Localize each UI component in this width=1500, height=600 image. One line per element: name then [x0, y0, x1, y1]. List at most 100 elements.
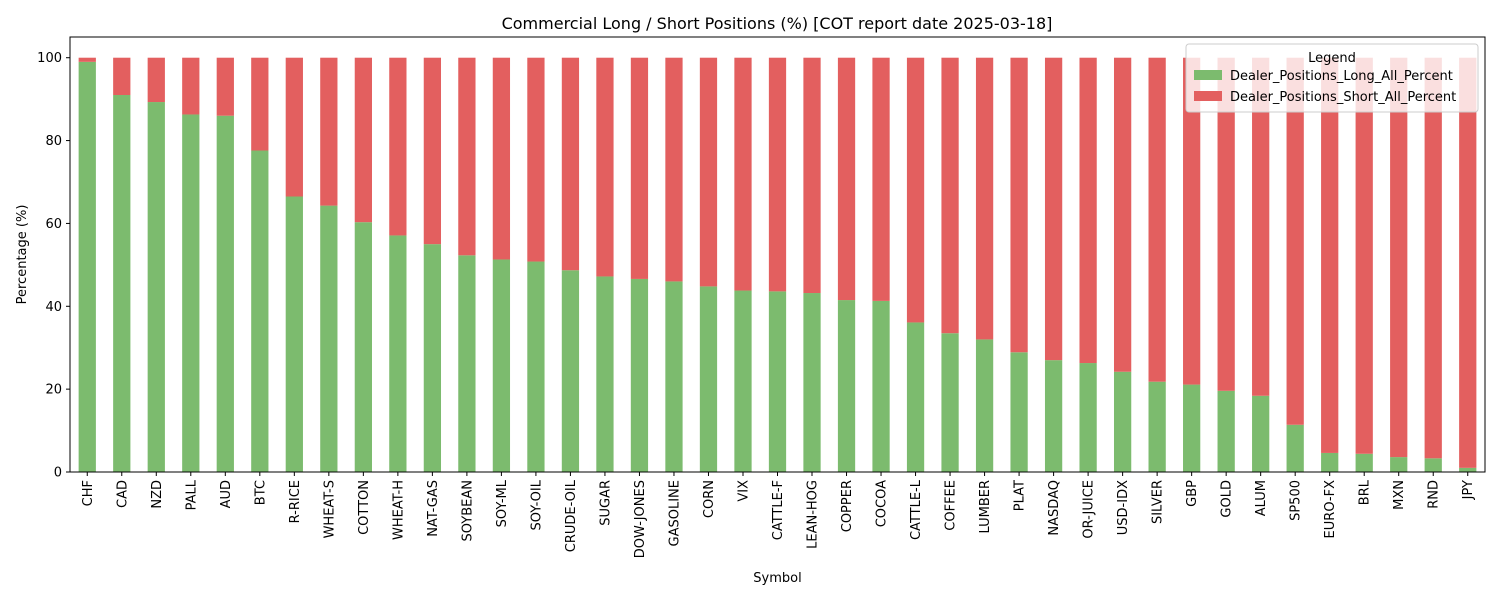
- x-tick-label: NASDAQ: [1047, 480, 1062, 536]
- bar-short-aud: [216, 57, 234, 116]
- bar-long-cattle-f: [768, 291, 787, 472]
- bar-short-silver: [1148, 57, 1166, 382]
- bar-long-gbp: [1183, 384, 1201, 472]
- bar-long-soybean: [458, 255, 476, 472]
- bar-short-plat: [1010, 57, 1028, 353]
- y-axis-label: Percentage (%): [15, 205, 30, 305]
- bars-group: [78, 57, 1477, 473]
- x-tick-label: WHEAT-S: [322, 480, 337, 538]
- bar-short-soybean: [458, 57, 476, 256]
- bar-short-brl: [1355, 57, 1373, 454]
- y-tick-label: 40: [45, 300, 62, 315]
- y-tick-label: 0: [54, 466, 62, 481]
- x-tick-label: JPY: [1461, 480, 1476, 500]
- bar-short-r-rice: [285, 57, 303, 197]
- bar-short-sp500: [1286, 57, 1304, 425]
- bar-short-vix: [734, 57, 752, 291]
- x-tick-label: NZD: [150, 480, 165, 509]
- bar-long-lean-hog: [803, 293, 821, 472]
- x-tick-label: COPPER: [840, 480, 855, 532]
- x-tick-label: SP500: [1289, 480, 1304, 521]
- x-tick-label: NAT-GAS: [426, 480, 441, 537]
- plot-frame: [69, 36, 1486, 473]
- bar-long-lumber: [975, 339, 994, 472]
- x-tick-label: AUD: [219, 480, 234, 508]
- legend: Legend Dealer_Positions_Long_All_Percent…: [1185, 43, 1479, 113]
- x-tick-label: CORN: [702, 480, 717, 518]
- x-tick-label: CAD: [115, 480, 130, 508]
- bar-long-copper: [837, 300, 856, 472]
- legend-label-short: Dealer_Positions_Short_All_Percent: [1230, 90, 1456, 105]
- bar-long-usd-idx: [1113, 371, 1132, 472]
- bar-long-vix: [734, 290, 752, 472]
- y-tick-label: 80: [45, 134, 62, 149]
- bar-short-cattle-f: [768, 57, 787, 292]
- bar-short-gasoline: [665, 57, 683, 282]
- bar-long-sp500: [1286, 424, 1304, 472]
- bar-long-plat: [1010, 352, 1028, 472]
- x-tick-label: GASOLINE: [667, 480, 682, 546]
- x-tick-label: COFFEE: [944, 480, 959, 531]
- bar-short-lean-hog: [803, 57, 821, 294]
- chart-title: Commercial Long / Short Positions (%) [C…: [502, 14, 1053, 33]
- x-tick-label: MXN: [1392, 480, 1407, 510]
- bar-long-cocoa: [872, 300, 890, 472]
- x-tick-label: PLAT: [1013, 480, 1028, 511]
- bar-long-chf: [78, 61, 96, 473]
- bar-short-cattle-l: [906, 57, 925, 323]
- bar-long-cotton: [354, 222, 372, 472]
- bar-short-nasdaq: [1044, 57, 1063, 361]
- x-tick-label: LEAN-HOG: [806, 480, 821, 549]
- x-tick-label: WHEAT-H: [391, 480, 406, 540]
- x-tick-label: COTTON: [357, 480, 372, 535]
- bar-long-rnd: [1424, 458, 1442, 472]
- bar-short-jpy: [1459, 57, 1477, 468]
- bar-long-alum: [1252, 395, 1270, 472]
- bar-short-usd-idx: [1113, 57, 1132, 372]
- y-tick-label: 20: [45, 383, 62, 398]
- y-axis: 0 20 40 60 80 100: [37, 51, 70, 481]
- bar-short-wheat-h: [389, 57, 407, 236]
- bar-short-mxn: [1390, 57, 1408, 458]
- x-tick-label: SOYBEAN: [460, 480, 475, 541]
- x-tick-label: VIX: [736, 480, 751, 502]
- bar-long-wheat-s: [320, 205, 338, 473]
- x-tick-label: CATTLE-F: [771, 480, 786, 540]
- bar-long-cad: [113, 95, 131, 472]
- x-tick-label: OR-JUICE: [1082, 480, 1097, 539]
- bar-long-nzd: [147, 102, 165, 472]
- legend-box: [1185, 43, 1479, 113]
- x-tick-label: PALL: [184, 479, 199, 510]
- bar-short-cocoa: [872, 57, 890, 301]
- x-tick-label: BRL: [1358, 479, 1373, 505]
- legend-items: Dealer_Positions_Long_All_Percent Dealer_…: [1194, 69, 1456, 105]
- legend-swatch-short: [1194, 91, 1222, 101]
- x-tick-label: SILVER: [1151, 480, 1166, 524]
- bar-short-soy-oil: [527, 57, 545, 262]
- bar-long-sugar: [596, 276, 614, 472]
- x-tick-label: EURO-FX: [1323, 480, 1338, 539]
- bar-short-pall: [182, 57, 200, 115]
- bar-long-euro-fx: [1321, 452, 1339, 472]
- y-tick-label: 100: [37, 51, 62, 66]
- bar-short-sugar: [596, 57, 614, 277]
- x-tick-label: USD-IDX: [1116, 480, 1131, 535]
- x-tick-label: BTC: [253, 480, 268, 505]
- bar-long-dow-jones: [630, 278, 649, 472]
- x-tick-label: SOY-ML: [495, 479, 510, 527]
- x-tick-label: SUGAR: [598, 480, 613, 526]
- bar-short-coffee: [941, 57, 959, 334]
- bar-short-crude-oil: [561, 57, 580, 271]
- bar-long-silver: [1148, 381, 1166, 472]
- legend-swatch-long: [1194, 70, 1222, 80]
- x-tick-label: R-RICE: [288, 480, 303, 523]
- bar-long-brl: [1355, 453, 1373, 472]
- bar-short-rnd: [1424, 57, 1442, 459]
- bar-short-wheat-s: [320, 57, 338, 206]
- bar-long-gold: [1217, 390, 1235, 472]
- legend-label-long: Dealer_Positions_Long_All_Percent: [1230, 69, 1453, 84]
- bar-long-jpy: [1459, 467, 1477, 472]
- bar-short-chf: [78, 57, 96, 62]
- bar-short-cotton: [354, 57, 372, 223]
- bar-long-nasdaq: [1044, 360, 1063, 472]
